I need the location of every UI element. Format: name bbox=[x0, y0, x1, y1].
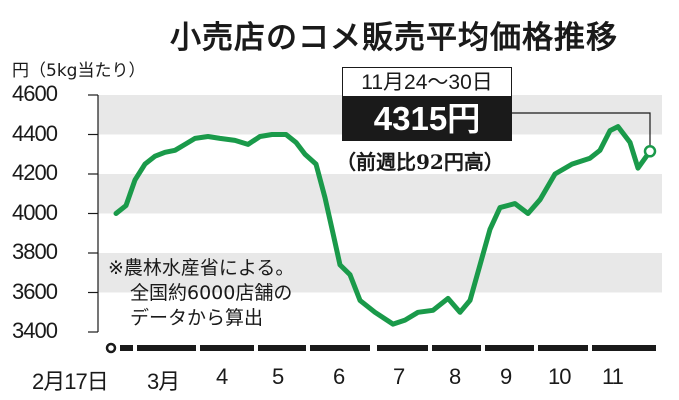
x-tick-label: 3月 bbox=[147, 369, 180, 394]
y-tick-label: 3400 bbox=[12, 318, 58, 343]
y-axis bbox=[88, 94, 99, 333]
y-tick-label: 3600 bbox=[12, 278, 58, 304]
x-tick-label: 2月17日 bbox=[32, 369, 109, 394]
source-note-line-2: 全国約6000店舗の bbox=[130, 282, 293, 304]
callout-weekly-change: （前週比92円高） bbox=[336, 150, 504, 174]
x-tick-label: 4 bbox=[216, 364, 228, 389]
y-tick-label: 4200 bbox=[12, 160, 58, 185]
x-tick-label: 7 bbox=[393, 364, 405, 389]
callout-date-range: 11月24〜30日 bbox=[342, 67, 512, 97]
x-tick-label: 6 bbox=[333, 364, 345, 389]
x-tick-label: 9 bbox=[500, 364, 512, 389]
price-line bbox=[113, 124, 653, 327]
y-axis-unit-label: 円（5kg当たり） bbox=[12, 61, 146, 81]
callout-price-value: 4315円 bbox=[342, 97, 512, 141]
grid-bands bbox=[98, 95, 662, 293]
x-tick-label: 11 bbox=[602, 364, 624, 389]
chart-title: 小売店のコメ販売平均価格推移 bbox=[170, 20, 618, 56]
y-tick-label: 4000 bbox=[12, 199, 58, 225]
source-note: ※農林水産省による。 全国約6000店舗の データから算出 bbox=[108, 256, 294, 331]
callout-leader-line bbox=[512, 112, 651, 147]
y-tick-label: 4600 bbox=[12, 81, 58, 106]
source-note-line-3: データから算出 bbox=[130, 307, 264, 329]
source-note-line-1: ※農林水産省による。 bbox=[108, 257, 295, 279]
x-tick-label: 8 bbox=[449, 364, 461, 389]
y-tick-label: 4400 bbox=[12, 120, 58, 146]
last-point-marker bbox=[643, 145, 657, 158]
x-axis-timeline bbox=[105, 342, 656, 354]
y-tick-label: 3800 bbox=[12, 239, 58, 264]
x-tick-label: 10 bbox=[548, 364, 572, 389]
x-tick-label: 5 bbox=[272, 364, 284, 389]
